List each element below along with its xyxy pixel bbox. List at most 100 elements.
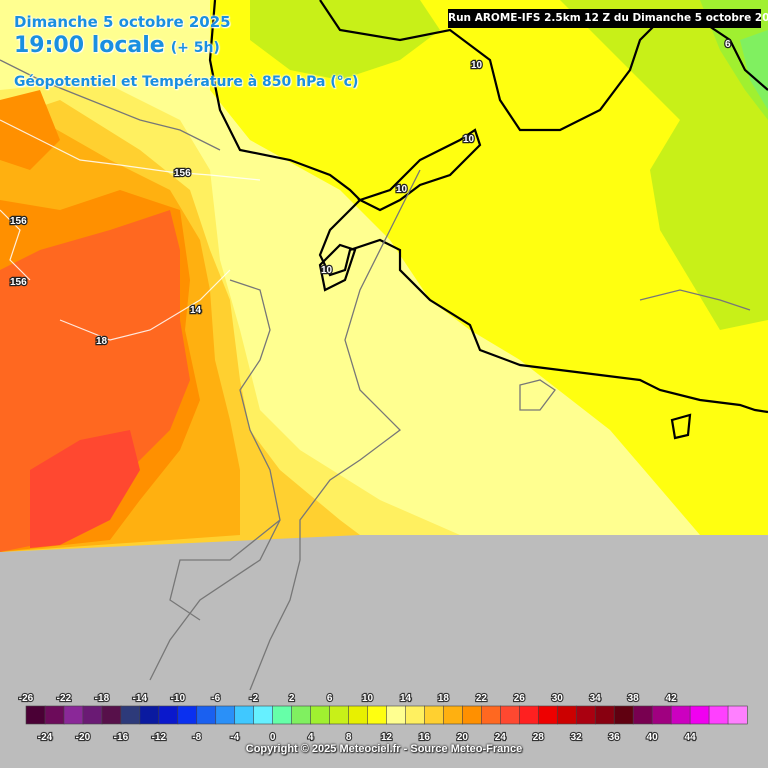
temperature-field xyxy=(0,0,768,552)
color-legend xyxy=(25,705,748,725)
legend-tick-bottom: 28 xyxy=(533,732,545,743)
contour-labels: 156 156 156 14 18 10 10 10 10 6 xyxy=(9,38,733,349)
legend-swatch xyxy=(670,705,691,725)
legend-swatch xyxy=(632,705,653,725)
legend-swatch xyxy=(575,705,596,725)
forecast-time: 19:00 locale (+ 5h) xyxy=(14,33,220,58)
legend-swatch xyxy=(120,705,141,725)
legend-tick-top: 10 xyxy=(362,693,374,704)
legend-tick-top: 22 xyxy=(476,693,488,704)
legend-swatch xyxy=(481,705,501,725)
legend-swatch xyxy=(158,705,179,725)
legend-tick-top: -10 xyxy=(171,693,186,704)
legend-swatch xyxy=(25,705,46,725)
legend-tick-top: -26 xyxy=(19,693,34,704)
legend-swatch xyxy=(556,705,577,725)
legend-tick-bottom: 44 xyxy=(685,732,697,743)
legend-swatch xyxy=(253,705,274,725)
legend-tick-bottom: 12 xyxy=(381,732,393,743)
contour-label: 6 xyxy=(725,39,731,50)
copyright: Copyright © 2025 Meteociel.fr - Source M… xyxy=(245,743,523,755)
legend-tick-top: 6 xyxy=(327,693,333,704)
legend-tick-bottom: 16 xyxy=(419,732,431,743)
legend-swatch xyxy=(708,705,729,725)
legend-swatch xyxy=(462,705,482,725)
legend-swatch xyxy=(405,705,426,725)
legend-tick-top: 26 xyxy=(514,693,526,704)
legend-swatch xyxy=(537,705,558,725)
contour-label: 156 xyxy=(10,277,27,288)
legend-swatch xyxy=(367,705,388,725)
legend-tick-bottom: -24 xyxy=(38,732,53,743)
legend-swatch xyxy=(63,705,84,725)
legend-tick-top: -22 xyxy=(57,693,72,704)
legend-swatch xyxy=(594,705,615,725)
contour-label: 10 xyxy=(463,134,475,145)
legend-swatch xyxy=(727,705,748,725)
legend-swatch xyxy=(689,705,710,725)
legend-swatch xyxy=(500,705,520,725)
legend-tick-top: 18 xyxy=(438,693,450,704)
legend-tick-bottom: -4 xyxy=(230,732,239,743)
legend-tick-bottom: -20 xyxy=(76,732,91,743)
geopotential-contours xyxy=(0,119,261,341)
legend-tick-top: 38 xyxy=(628,693,640,704)
run-label: Run AROME-IFS 2.5km 12 Z du Dimanche 5 o… xyxy=(448,9,768,28)
contour-label: 156 xyxy=(10,216,27,227)
legend-tick-top: -14 xyxy=(133,693,148,704)
legend-swatch xyxy=(348,705,369,725)
legend-tick-top: -6 xyxy=(211,693,220,704)
legend-swatch xyxy=(196,705,217,725)
legend-swatch xyxy=(101,705,122,725)
legend-swatch xyxy=(177,705,198,725)
legend-tick-bottom: 36 xyxy=(609,732,621,743)
legend-top-ticks: -26 -22 -18 -14 -10 -6 -2 2 6 10 14 18 22 26 30 34 38 42 xyxy=(18,692,679,705)
forecast-time-label: 19:00 locale xyxy=(14,33,165,58)
legend-bottom-ticks: -24 -20 -16 -12 -8 -4 0 4 8 12 16 20 24 28 32 36 40 44 xyxy=(37,731,698,744)
legend-swatch xyxy=(329,705,350,725)
forecast-date: Dimanche 5 octobre 2025 xyxy=(14,13,231,31)
legend-swatch xyxy=(443,705,463,725)
legend-tick-bottom: -12 xyxy=(152,732,167,743)
legend-swatch xyxy=(386,705,407,725)
legend-tick-top: 14 xyxy=(400,693,412,704)
legend-swatch xyxy=(234,705,255,725)
legend-tick-bottom: 20 xyxy=(457,732,469,743)
legend-swatch xyxy=(139,705,160,725)
legend-swatch xyxy=(613,705,634,725)
legend-tick-top: -2 xyxy=(249,693,258,704)
contour-label: 156 xyxy=(174,168,191,179)
legend-tick-bottom: 4 xyxy=(308,732,314,743)
legend-tick-bottom: 32 xyxy=(571,732,583,743)
borders xyxy=(0,59,751,691)
contour-label: 10 xyxy=(396,184,408,195)
contour-label: 10 xyxy=(471,60,483,71)
legend-tick-top: 2 xyxy=(289,693,295,704)
legend-tick-bottom: 40 xyxy=(647,732,659,743)
legend-swatch xyxy=(291,705,312,725)
contour-label: 10 xyxy=(321,265,333,276)
legend-swatch xyxy=(651,705,672,725)
contour-label: 18 xyxy=(96,336,108,347)
legend-tick-bottom: 8 xyxy=(346,732,352,743)
forecast-lead: (+ 5h) xyxy=(170,40,220,56)
legend-tick-bottom: -8 xyxy=(192,732,201,743)
legend-tick-top: 42 xyxy=(666,693,678,704)
legend-tick-bottom: 24 xyxy=(495,732,507,743)
legend-tick-top: 30 xyxy=(552,693,564,704)
legend-swatch xyxy=(519,705,539,725)
legend-tick-bottom: -16 xyxy=(114,732,129,743)
coastlines xyxy=(208,0,768,440)
legend-swatch xyxy=(82,705,103,725)
legend-tick-top: 34 xyxy=(590,693,602,704)
legend-swatch xyxy=(44,705,65,725)
field-title: Géopotentiel et Température à 850 hPa (°… xyxy=(14,74,359,90)
legend-swatch xyxy=(424,705,445,725)
legend-swatch xyxy=(310,705,331,725)
legend-swatch xyxy=(272,705,293,725)
contour-label: 14 xyxy=(190,305,202,316)
legend-tick-bottom: 0 xyxy=(270,732,276,743)
legend-swatch xyxy=(215,705,236,725)
legend-tick-top: -18 xyxy=(95,693,110,704)
